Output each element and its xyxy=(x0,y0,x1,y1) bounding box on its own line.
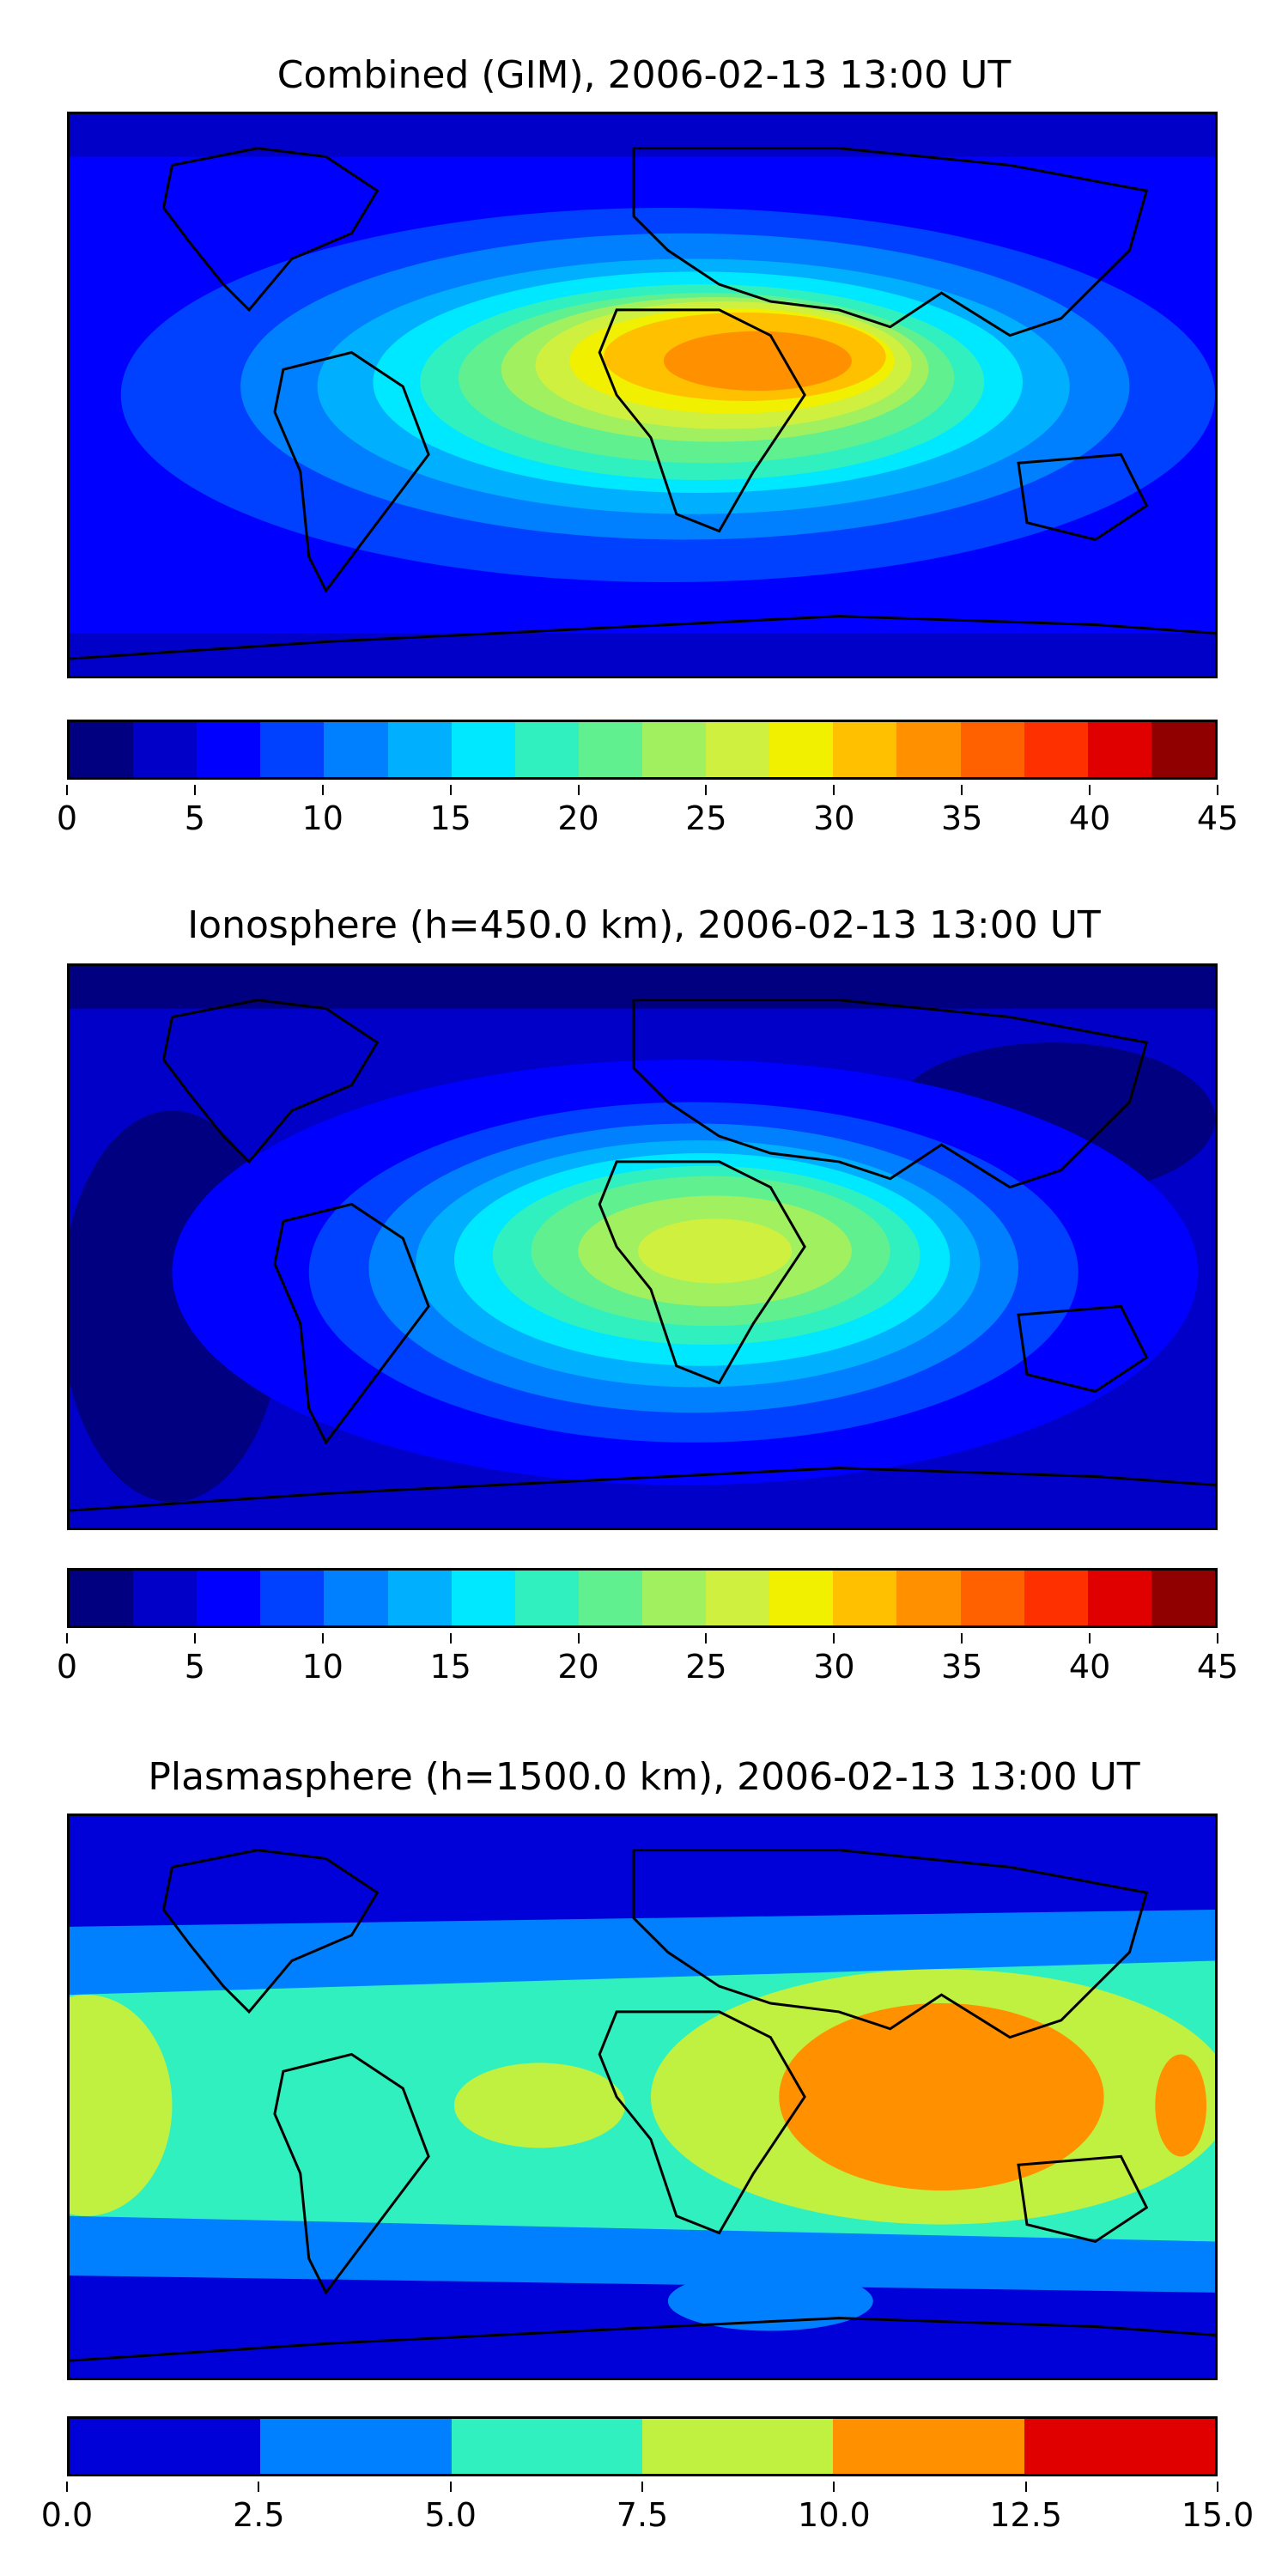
colorbar-segment xyxy=(451,2419,642,2474)
colorbar-plasmasphere xyxy=(67,2416,1218,2476)
colorbar-tick-label: 20 xyxy=(527,1633,630,1686)
colorbar-tick-label: 5.0 xyxy=(399,2482,502,2535)
coastlines xyxy=(70,1849,1215,2362)
colorbar-segment xyxy=(833,2419,1024,2474)
colorbar-ticks-plasmasphere: 0.0 2.5 5.0 7.5 10.0 12.5 15.0 xyxy=(41,2482,1254,2547)
colorbar-segment xyxy=(133,1571,197,1625)
coastlines xyxy=(70,147,1215,660)
colorbar-tick-label: 10 xyxy=(271,785,374,838)
map-plasmasphere xyxy=(67,1814,1218,2380)
colorbar-tick-label: 35 xyxy=(910,785,1013,838)
colorbar-segment xyxy=(1024,1571,1088,1625)
panel-title: Ionosphere (h=450.0 km), 2006-02-13 13:0… xyxy=(187,903,1101,947)
colorbar-tick-label: 25 xyxy=(654,785,757,838)
colorbar-tick-label: 45 xyxy=(1166,785,1269,838)
colorbar-ionosphere xyxy=(67,1568,1218,1628)
colorbar-segment xyxy=(70,2419,261,2474)
colorbar-segment xyxy=(451,722,515,777)
coastlines xyxy=(70,999,1215,1512)
colorbar-tick-label: 10.0 xyxy=(782,2482,885,2535)
colorbar-tick-label: 15.0 xyxy=(1166,2482,1269,2535)
colorbar-tick-label: 0 xyxy=(15,1633,118,1686)
contour-27 xyxy=(638,1218,793,1284)
colorbar-segment xyxy=(260,1571,325,1625)
colorbar-segment xyxy=(769,722,834,777)
colorbar-tick-label: 35 xyxy=(910,1633,1013,1686)
colorbar-tick-label: 15 xyxy=(399,785,502,838)
region-7-5-atlantic xyxy=(453,2063,626,2148)
colorbar-segment xyxy=(706,1571,770,1625)
colorbar-tick-label: 45 xyxy=(1166,1633,1269,1686)
colorbar-segment xyxy=(197,722,261,777)
region-10-0-east xyxy=(1155,2054,1207,2157)
colorbar-ticks-combined: 0 5 10 15 20 25 30 35 40 45 xyxy=(57,785,1238,850)
colorbar-segment xyxy=(1151,722,1215,777)
colorbar-segment xyxy=(578,1571,642,1625)
colorbar-segment xyxy=(324,1571,388,1625)
colorbar-combined xyxy=(67,720,1218,780)
panel-title: Plasmasphere (h=1500.0 km), 2006-02-13 1… xyxy=(148,1755,1140,1799)
polar-band-south xyxy=(70,633,1215,676)
colorbar-ticks-ionosphere: 0 5 10 15 20 25 30 35 40 45 xyxy=(57,1633,1238,1698)
colorbar-segment xyxy=(387,722,452,777)
colorbar-segment xyxy=(133,722,197,777)
region-10-0-asia xyxy=(779,2003,1104,2190)
colorbar-tick-label: 12.5 xyxy=(975,2482,1078,2535)
region-2-5-south xyxy=(667,2271,873,2331)
colorbar-tick-label: 0 xyxy=(15,785,118,838)
colorbar-segment xyxy=(896,722,961,777)
panel-title: Combined (GIM), 2006-02-13 13:00 UT xyxy=(276,53,1012,97)
colorbar-tick-label: 5 xyxy=(143,1633,246,1686)
colorbar-segment xyxy=(1024,722,1088,777)
colorbar-segment xyxy=(70,1571,134,1625)
colorbar-segment xyxy=(896,1571,961,1625)
colorbar-segment xyxy=(70,722,134,777)
colorbar-segment xyxy=(1087,722,1151,777)
colorbar-segment xyxy=(578,722,642,777)
colorbar-tick-label: 0.0 xyxy=(15,2482,118,2535)
colorbar-tick-label: 30 xyxy=(782,1633,885,1686)
colorbar-segment xyxy=(451,1571,515,1625)
map-combined xyxy=(67,112,1218,678)
colorbar-segment xyxy=(641,1571,707,1625)
colorbar-segment xyxy=(706,722,770,777)
colorbar-segment xyxy=(1024,2419,1215,2474)
colorbar-segment xyxy=(833,722,897,777)
colorbar-segment xyxy=(641,722,707,777)
map-ionosphere xyxy=(67,963,1218,1530)
colorbar-segment xyxy=(197,1571,261,1625)
colorbar-segment xyxy=(514,722,579,777)
colorbar-segment xyxy=(260,2419,452,2474)
colorbar-tick-label: 30 xyxy=(782,785,885,838)
colorbar-segment xyxy=(960,1571,1024,1625)
colorbar-tick-label: 10 xyxy=(271,1633,374,1686)
colorbar-segment xyxy=(260,722,325,777)
colorbar-segment xyxy=(769,1571,834,1625)
colorbar-tick-label: 7.5 xyxy=(591,2482,694,2535)
contour-35 xyxy=(663,331,852,392)
colorbar-segment xyxy=(1151,1571,1215,1625)
colorbar-segment xyxy=(387,1571,452,1625)
region-7-5-pacific xyxy=(70,1995,173,2216)
colorbar-tick-label: 2.5 xyxy=(207,2482,310,2535)
colorbar-tick-label: 15 xyxy=(399,1633,502,1686)
colorbar-segment xyxy=(514,1571,579,1625)
colorbar-tick-label: 40 xyxy=(1038,1633,1141,1686)
colorbar-segment xyxy=(960,722,1024,777)
colorbar-tick-label: 5 xyxy=(143,785,246,838)
colorbar-segment xyxy=(833,1571,897,1625)
colorbar-tick-label: 25 xyxy=(654,1633,757,1686)
colorbar-tick-label: 20 xyxy=(527,785,630,838)
colorbar-segment xyxy=(641,2419,834,2474)
colorbar-tick-label: 40 xyxy=(1038,785,1141,838)
colorbar-segment xyxy=(324,722,388,777)
colorbar-segment xyxy=(1087,1571,1151,1625)
